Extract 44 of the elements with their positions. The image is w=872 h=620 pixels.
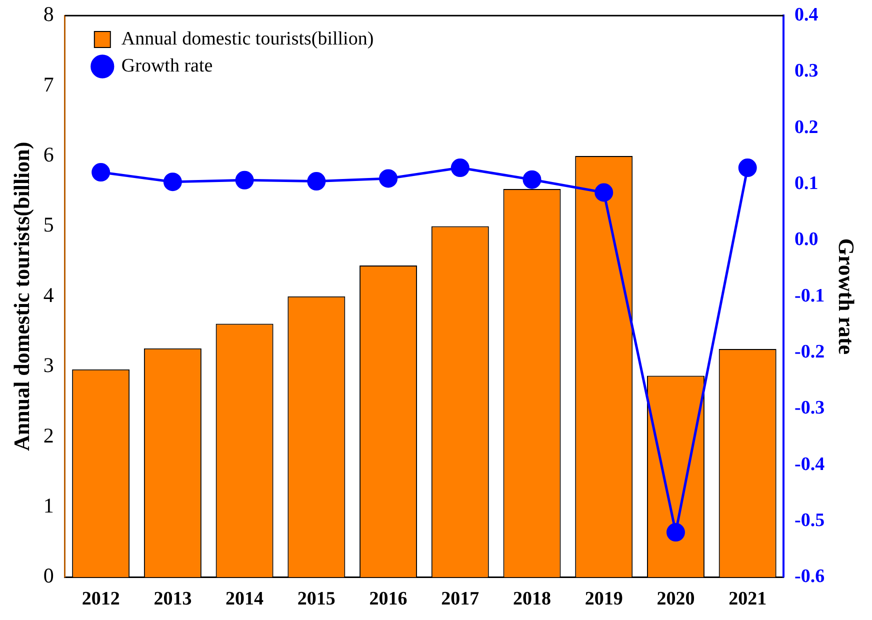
y2-tick-label: -0.4 [794, 454, 826, 475]
x-tick-label: 2014 [226, 588, 264, 610]
y2-tick-label: 0.0 [794, 229, 818, 250]
y2-tick-label: -0.2 [794, 341, 825, 362]
x-tick-label: 2021 [728, 588, 767, 610]
y2-axis-title: Growth rate [834, 238, 860, 355]
y2-tick-label: 0.1 [794, 172, 818, 194]
point [92, 163, 110, 182]
point [307, 172, 326, 191]
legend-label: Growth rate [121, 55, 213, 76]
point [666, 523, 685, 542]
y-tick-label: 4 [43, 282, 54, 307]
legend-label: Annual domestic tourists(billion) [121, 28, 374, 50]
y2-tick-label: -0.1 [794, 285, 825, 306]
x-tick-label: 2016 [369, 588, 408, 610]
y-tick-label: 8 [43, 2, 54, 26]
y-tick-label: 5 [43, 212, 54, 237]
point [522, 170, 542, 189]
x-tick-label: 2012 [82, 588, 120, 610]
point [594, 183, 614, 202]
y-tick-label: 7 [43, 72, 54, 96]
y2-tick-label: 0.4 [794, 4, 819, 26]
y2-tick-label: 0.3 [794, 60, 818, 82]
y-tick-label: 2 [43, 423, 54, 448]
y2-tick-label: 0.2 [794, 116, 818, 138]
y2-tick-label: -0.6 [794, 566, 825, 588]
y-tick-label: 0 [43, 564, 54, 588]
y-tick-label: 6 [43, 142, 54, 167]
x-tick-label: 2015 [297, 588, 336, 610]
y-axis-title: Annual domestic tourists(billion) [8, 142, 34, 452]
x-tick-label: 2013 [154, 588, 192, 610]
point [235, 170, 254, 190]
point [163, 172, 182, 192]
y-tick-label: 1 [43, 494, 54, 518]
point [450, 158, 470, 178]
x-tick-label: 2017 [441, 588, 480, 610]
x-tick-label: 2019 [584, 588, 623, 610]
x-tick-label: 2020 [656, 588, 695, 610]
point [379, 169, 398, 188]
y2-tick-label: -0.3 [794, 398, 825, 419]
y-tick-label: 3 [43, 353, 54, 378]
x-tick-label: 2018 [513, 588, 552, 610]
point [738, 158, 757, 178]
y2-tick-label: -0.5 [794, 510, 825, 531]
